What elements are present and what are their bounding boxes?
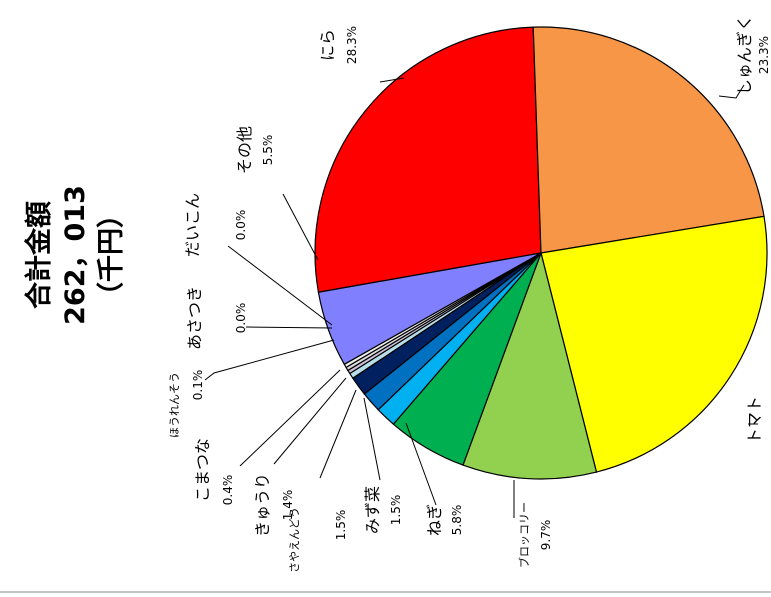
- leader-line: [718, 84, 745, 99]
- leader-line: [363, 397, 381, 481]
- slice-name-label: にら: [318, 29, 337, 61]
- total-block: 合計金額 262，013 （千円）: [23, 185, 127, 325]
- leader-line: [204, 339, 335, 381]
- slice-percent-label: 23.3%: [757, 36, 771, 74]
- slice-percent-label: 9.7%: [539, 520, 553, 551]
- slice-percent-label: 0.0%: [234, 303, 248, 334]
- slice-percent-label: 5.8%: [450, 505, 464, 536]
- leader-line: [405, 422, 437, 506]
- leader-lines: [204, 77, 758, 518]
- total-unit: （千円）: [96, 201, 127, 309]
- slice-name-label: さやえんどう: [288, 507, 301, 573]
- total-value: 262，013: [60, 185, 91, 325]
- pie-slice: [317, 252, 542, 366]
- slice-name-label: ほうれんそう: [168, 372, 181, 438]
- slice-name-label: きゅうり: [253, 473, 272, 537]
- pie-slice: [540, 215, 768, 473]
- slice-name-label: あさつき: [185, 286, 204, 350]
- leader-line: [379, 77, 405, 83]
- leader-line: [245, 326, 333, 329]
- slice-percent-label: 1.5%: [334, 510, 348, 541]
- slice-percent-label: 28.3%: [345, 26, 359, 64]
- slice-name-label: みず菜: [363, 486, 382, 534]
- slice-name-label: トマト: [745, 396, 764, 444]
- slice-percent-label: 1.4%: [281, 490, 295, 521]
- leader-line: [282, 193, 319, 261]
- slice-percent-label: 5.5%: [261, 135, 275, 166]
- slice-name-label: しゅんぎく: [735, 15, 754, 95]
- slice-name-label: その他: [235, 126, 254, 174]
- total-title: 合計金額: [23, 201, 55, 309]
- leader-line: [239, 369, 341, 467]
- slice-name-label: こまつな: [193, 438, 212, 502]
- leader-line: [227, 245, 333, 326]
- slice-name-label: ねぎ: [425, 504, 444, 536]
- slice-percent-label: 0.0%: [234, 210, 248, 241]
- slice-name-label: だいこん: [183, 193, 202, 257]
- pie-slice: [462, 250, 598, 480]
- leader-line: [319, 389, 357, 479]
- pie-slices: [314, 26, 768, 480]
- slice-percent-label: 0.1%: [191, 370, 205, 401]
- slice-name-label: ブロッコリー: [517, 502, 531, 568]
- pie-slice: [532, 26, 765, 254]
- slice-percent-label: 0.4%: [221, 475, 235, 506]
- pie-slice: [314, 26, 542, 293]
- leader-line: [273, 377, 347, 465]
- slice-percent-label: 1.5%: [389, 495, 403, 526]
